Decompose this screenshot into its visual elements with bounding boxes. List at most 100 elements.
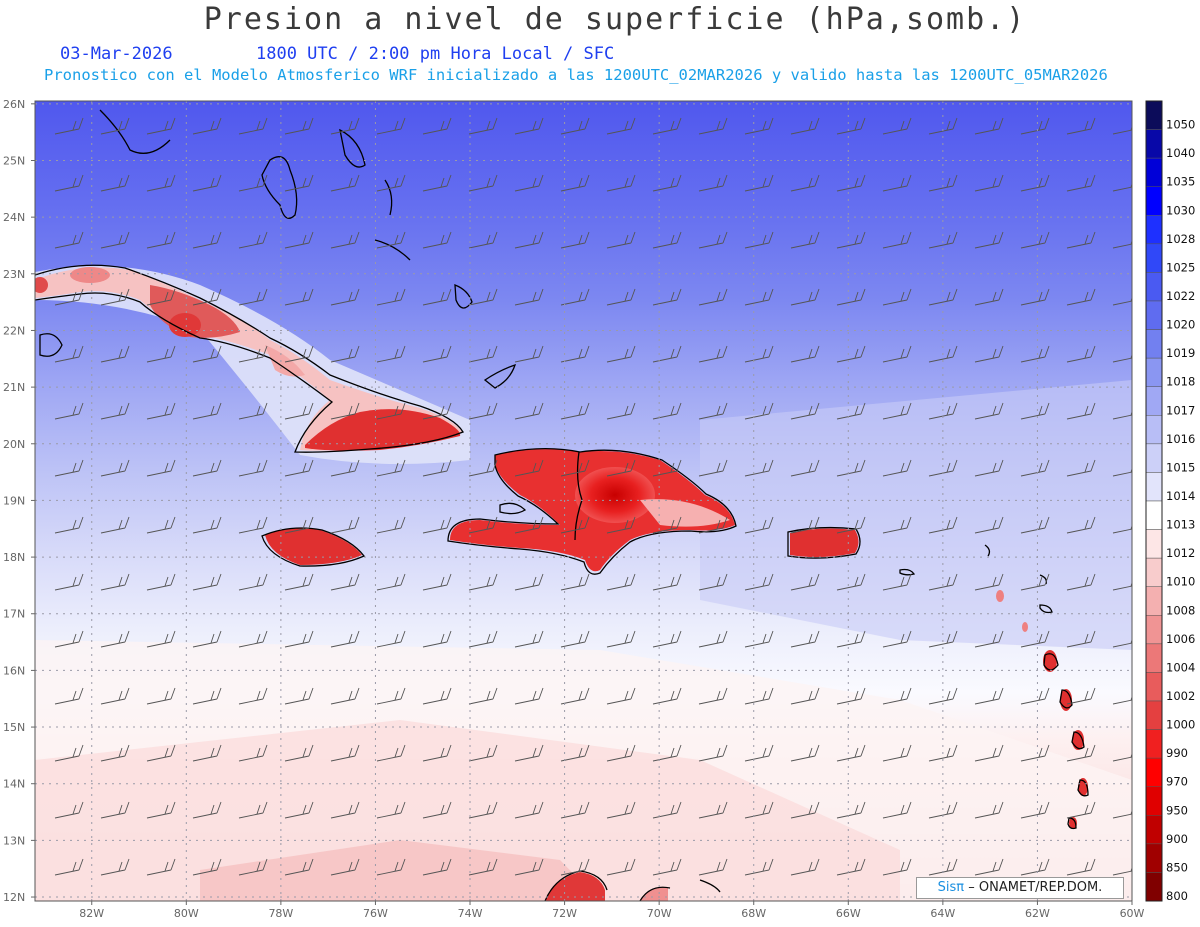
colorbar-label-1006: 1006 bbox=[1166, 632, 1195, 646]
wind-barb bbox=[146, 117, 176, 135]
wind-barb bbox=[1020, 402, 1050, 420]
credit-text: – ONAMET/REP.DOM. bbox=[968, 880, 1103, 895]
wind-barb bbox=[928, 288, 958, 306]
wind-barb bbox=[284, 459, 314, 477]
wind-barb bbox=[744, 174, 774, 192]
wind-barb bbox=[928, 744, 958, 762]
lat-label-22N: 22N bbox=[3, 324, 25, 337]
lat-label-16N: 16N bbox=[3, 664, 25, 677]
wind-barb bbox=[238, 801, 268, 819]
wind-barb bbox=[790, 687, 820, 705]
wind-barb bbox=[744, 858, 774, 876]
colorbar-swatch-1019 bbox=[1145, 329, 1163, 359]
wind-barb bbox=[514, 402, 544, 420]
wind-barb bbox=[836, 858, 866, 876]
lon-label-78W: 78W bbox=[268, 907, 293, 920]
wind-barb bbox=[744, 516, 774, 534]
wind-barb bbox=[790, 402, 820, 420]
colorbar-label-1028: 1028 bbox=[1166, 232, 1195, 246]
wind-barb bbox=[422, 459, 452, 477]
wind-barb bbox=[974, 117, 1004, 135]
wind-barb bbox=[376, 630, 406, 648]
wind-barb bbox=[652, 231, 682, 249]
wind-barb bbox=[744, 630, 774, 648]
colorbar-swatch-1008 bbox=[1145, 586, 1163, 616]
wind-barb bbox=[192, 630, 222, 648]
wind-barb bbox=[468, 687, 498, 705]
wind-barb bbox=[928, 345, 958, 363]
wind-barb bbox=[790, 801, 820, 819]
wind-barb bbox=[468, 630, 498, 648]
wind-barb bbox=[146, 858, 176, 876]
wind-barb bbox=[1066, 174, 1096, 192]
lat-label-14N: 14N bbox=[3, 778, 25, 791]
wind-barb bbox=[54, 459, 84, 477]
wind-barb bbox=[284, 573, 314, 591]
wind-barb bbox=[422, 402, 452, 420]
wind-barb bbox=[560, 402, 590, 420]
wind-barb bbox=[514, 459, 544, 477]
lat-label-19N: 19N bbox=[3, 494, 25, 507]
wind-barb bbox=[560, 630, 590, 648]
colorbar-label-950: 950 bbox=[1166, 803, 1188, 817]
colorbar-label-1017: 1017 bbox=[1166, 403, 1195, 417]
wind-barb bbox=[146, 516, 176, 534]
wind-barb bbox=[54, 573, 84, 591]
wind-barb bbox=[514, 858, 544, 876]
wind-barb bbox=[928, 573, 958, 591]
wind-barb bbox=[100, 516, 130, 534]
colorbar-swatch-1018 bbox=[1145, 357, 1163, 387]
wind-barb bbox=[514, 801, 544, 819]
wind-barb bbox=[422, 744, 452, 762]
wind-barb bbox=[698, 516, 728, 534]
colorbar-label-1019: 1019 bbox=[1166, 346, 1195, 360]
colorbar-label-1025: 1025 bbox=[1166, 260, 1195, 274]
wind-barb bbox=[606, 630, 636, 648]
wind-barb bbox=[974, 402, 1004, 420]
colorbar-label-1015: 1015 bbox=[1166, 460, 1195, 474]
wind-barb bbox=[330, 687, 360, 705]
wind-barb bbox=[744, 459, 774, 477]
wind-barb bbox=[54, 231, 84, 249]
wind-barb bbox=[790, 858, 820, 876]
colorbar-swatch-1012 bbox=[1145, 529, 1163, 559]
wind-barb bbox=[652, 744, 682, 762]
wind-barb bbox=[146, 231, 176, 249]
wind-barb bbox=[422, 174, 452, 192]
wind-barb bbox=[882, 744, 912, 762]
wind-barb bbox=[284, 516, 314, 534]
wind-barb bbox=[836, 345, 866, 363]
wind-barb bbox=[330, 231, 360, 249]
wind-barb bbox=[698, 801, 728, 819]
colorbar-label-1018: 1018 bbox=[1166, 375, 1195, 389]
wind-barb bbox=[560, 801, 590, 819]
wind-barb bbox=[928, 231, 958, 249]
lon-label-68W: 68W bbox=[741, 907, 766, 920]
colorbar-swatch-900 bbox=[1145, 815, 1163, 845]
wind-barb bbox=[146, 402, 176, 420]
wind-barb bbox=[468, 801, 498, 819]
wind-barb bbox=[974, 858, 1004, 876]
wind-barb bbox=[836, 630, 866, 648]
colorbar-label-990: 990 bbox=[1166, 746, 1188, 760]
wind-barb bbox=[146, 345, 176, 363]
wind-barb bbox=[376, 516, 406, 534]
wind-barb bbox=[376, 744, 406, 762]
wind-barb bbox=[974, 801, 1004, 819]
wind-barb bbox=[882, 231, 912, 249]
wind-barb bbox=[100, 687, 130, 705]
wind-barb bbox=[744, 402, 774, 420]
wind-barb bbox=[100, 801, 130, 819]
wind-barb bbox=[192, 687, 222, 705]
wind-barb bbox=[100, 459, 130, 477]
wind-barb bbox=[192, 174, 222, 192]
wind-barb bbox=[1066, 288, 1096, 306]
colorbar-label-1010: 1010 bbox=[1166, 575, 1195, 589]
wind-barb bbox=[146, 744, 176, 762]
wind-barb bbox=[1066, 573, 1096, 591]
wind-barb bbox=[330, 573, 360, 591]
colorbar-swatch-1022 bbox=[1145, 272, 1163, 302]
wind-barb bbox=[330, 516, 360, 534]
wind-barb bbox=[100, 231, 130, 249]
